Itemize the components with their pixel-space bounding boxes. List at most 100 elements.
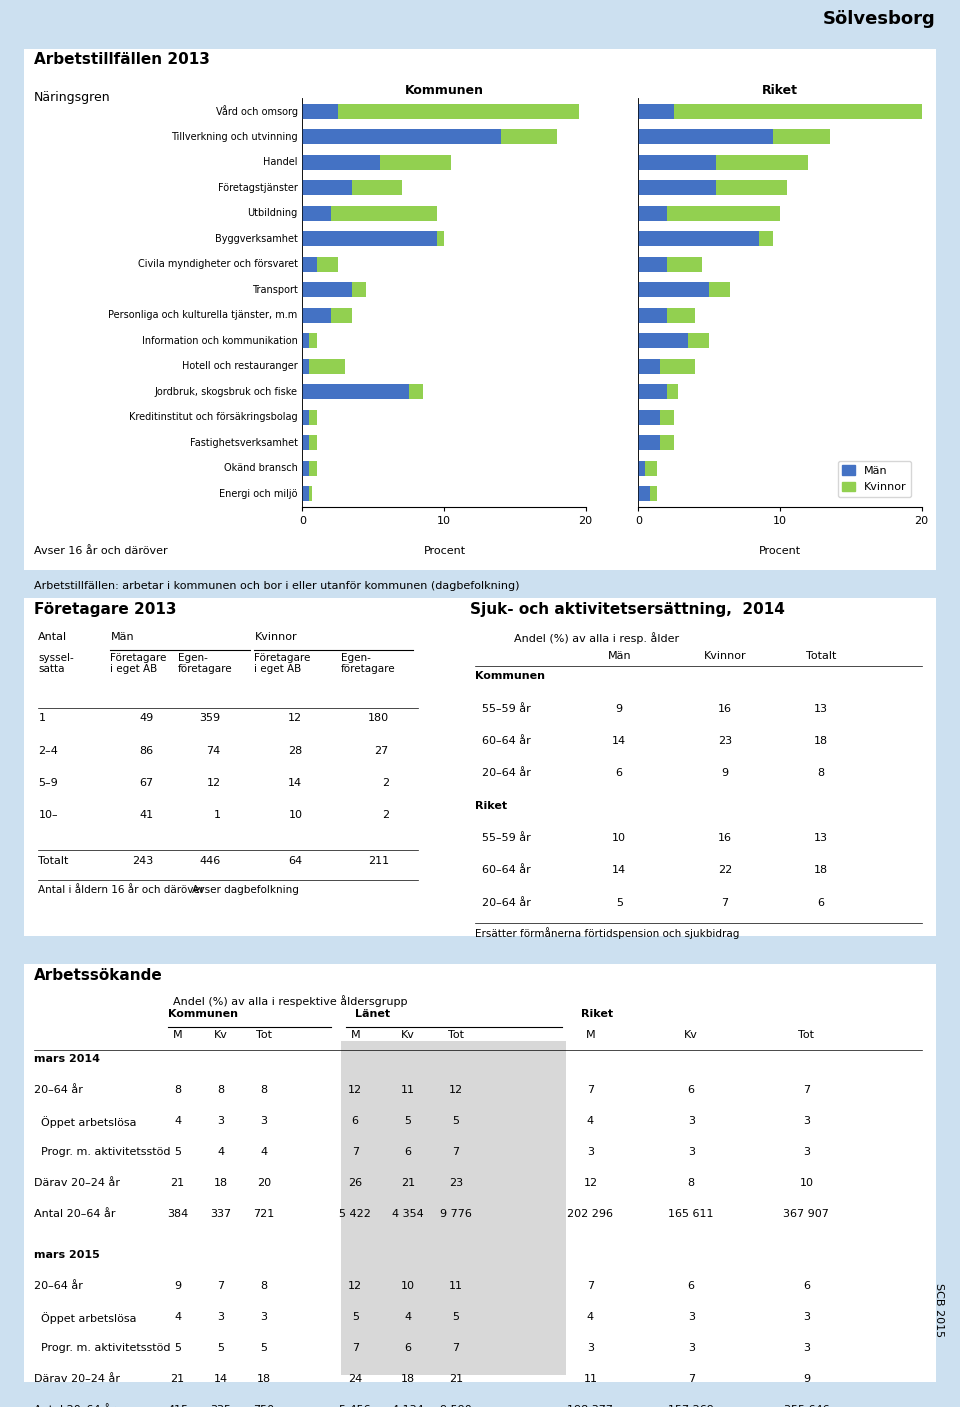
Text: 14: 14: [288, 778, 302, 788]
Text: Hotell och restauranger: Hotell och restauranger: [181, 362, 298, 371]
Text: 9: 9: [615, 704, 623, 713]
Text: 198 377: 198 377: [567, 1406, 613, 1407]
Bar: [660, 359, 695, 374]
Text: 5 456: 5 456: [340, 1406, 371, 1407]
Bar: [309, 460, 317, 476]
Text: 3: 3: [260, 1313, 268, 1323]
Bar: [302, 180, 352, 196]
Text: Därav 20–24 år: Därav 20–24 år: [34, 1178, 120, 1188]
Text: 165 611: 165 611: [668, 1209, 714, 1218]
Title: Riket: Riket: [762, 84, 798, 97]
Text: 6: 6: [803, 1282, 810, 1292]
Text: 86: 86: [139, 746, 154, 756]
Text: Företagare 2013: Företagare 2013: [34, 602, 176, 618]
Text: 6: 6: [351, 1116, 359, 1126]
Text: Tot: Tot: [256, 1030, 272, 1040]
Bar: [330, 205, 437, 221]
Text: 8: 8: [817, 768, 825, 778]
Text: Kommunen: Kommunen: [475, 671, 545, 681]
Text: 55–59 år: 55–59 år: [475, 833, 531, 843]
Text: 18: 18: [401, 1375, 415, 1384]
Text: Företagare
i eget AB: Företagare i eget AB: [110, 653, 167, 674]
Text: 21: 21: [449, 1375, 463, 1384]
Bar: [758, 231, 773, 246]
Text: Företagstjänster: Företagstjänster: [218, 183, 298, 193]
Text: 5: 5: [615, 898, 623, 908]
Bar: [773, 129, 829, 145]
Text: 3: 3: [217, 1116, 225, 1126]
Text: 8: 8: [260, 1085, 268, 1095]
Bar: [302, 129, 501, 145]
Text: 1: 1: [38, 713, 45, 723]
Text: 180: 180: [368, 713, 389, 723]
Text: Kommunen: Kommunen: [168, 1009, 238, 1019]
Bar: [352, 281, 366, 297]
Text: Totalt: Totalt: [38, 855, 69, 865]
Text: 3: 3: [687, 1313, 695, 1323]
Text: 211: 211: [368, 855, 389, 865]
Text: 3: 3: [260, 1116, 268, 1126]
Text: 2–4: 2–4: [38, 746, 59, 756]
Bar: [674, 104, 936, 120]
Text: 49: 49: [139, 713, 154, 723]
Text: 3: 3: [587, 1344, 594, 1354]
Text: 367 907: 367 907: [783, 1209, 829, 1218]
Text: 10: 10: [800, 1178, 813, 1188]
Text: Jordbruk, skogsbruk och fiske: Jordbruk, skogsbruk och fiske: [155, 387, 298, 397]
Text: 2: 2: [382, 810, 389, 820]
Bar: [638, 231, 758, 246]
Text: 6: 6: [404, 1147, 412, 1157]
Text: Avser 16 år och däröver: Avser 16 år och däröver: [34, 546, 167, 556]
Text: 60–64 år: 60–64 år: [475, 865, 531, 875]
Text: Arbetstillfällen 2013: Arbetstillfällen 2013: [34, 52, 209, 68]
Text: 7: 7: [351, 1344, 359, 1354]
Bar: [302, 155, 380, 170]
Text: 12: 12: [348, 1085, 362, 1095]
Text: 9: 9: [803, 1375, 810, 1384]
Bar: [330, 308, 352, 322]
Text: 3: 3: [687, 1147, 695, 1157]
Text: 20: 20: [257, 1178, 271, 1188]
Bar: [666, 384, 678, 400]
Text: 4: 4: [174, 1313, 181, 1323]
Text: Andel (%) av alla i resp. ålder: Andel (%) av alla i resp. ålder: [514, 632, 679, 643]
Text: Andel (%) av alla i respektive åldersgrupp: Andel (%) av alla i respektive åldersgru…: [173, 995, 407, 1006]
Text: Arbetstillfällen: arbetar i kommunen och bor i eller utanför kommunen (dagbefolk: Arbetstillfällen: arbetar i kommunen och…: [34, 581, 519, 591]
Text: 28: 28: [288, 746, 302, 756]
Text: 5: 5: [452, 1116, 460, 1126]
Bar: [638, 485, 650, 501]
Text: Arbetssökande: Arbetssökande: [34, 968, 162, 983]
Bar: [338, 104, 579, 120]
Text: 384: 384: [167, 1209, 188, 1218]
Text: 4: 4: [260, 1147, 268, 1157]
Text: 6: 6: [687, 1085, 695, 1095]
Text: 8: 8: [260, 1282, 268, 1292]
Bar: [638, 180, 716, 196]
Text: Kreditinstitut och försäkringsbolag: Kreditinstitut och försäkringsbolag: [129, 412, 298, 422]
Bar: [352, 180, 401, 196]
Text: 6: 6: [687, 1282, 695, 1292]
Bar: [302, 256, 317, 272]
Text: 22: 22: [718, 865, 732, 875]
Bar: [302, 460, 309, 476]
Text: 4: 4: [217, 1147, 225, 1157]
Text: 5: 5: [260, 1344, 268, 1354]
Text: 3: 3: [803, 1344, 810, 1354]
Text: 3: 3: [803, 1116, 810, 1126]
Text: 5: 5: [174, 1147, 181, 1157]
Text: syssel-
satta: syssel- satta: [38, 653, 74, 674]
Text: 55–59 år: 55–59 år: [475, 704, 531, 713]
Text: Män: Män: [110, 632, 134, 642]
Text: 7: 7: [587, 1282, 594, 1292]
Bar: [309, 409, 317, 425]
Text: 3: 3: [803, 1313, 810, 1323]
Bar: [437, 231, 444, 246]
Text: 21: 21: [401, 1178, 415, 1188]
Bar: [302, 359, 309, 374]
Text: Procent: Procent: [758, 546, 801, 556]
Text: 9 776: 9 776: [440, 1209, 472, 1218]
Text: Män: Män: [608, 651, 631, 661]
Title: Kommunen: Kommunen: [404, 84, 484, 97]
Text: Ersätter förmånerna förtidspension och sjukbidrag: Ersätter förmånerna förtidspension och s…: [475, 927, 739, 938]
Bar: [688, 333, 709, 349]
